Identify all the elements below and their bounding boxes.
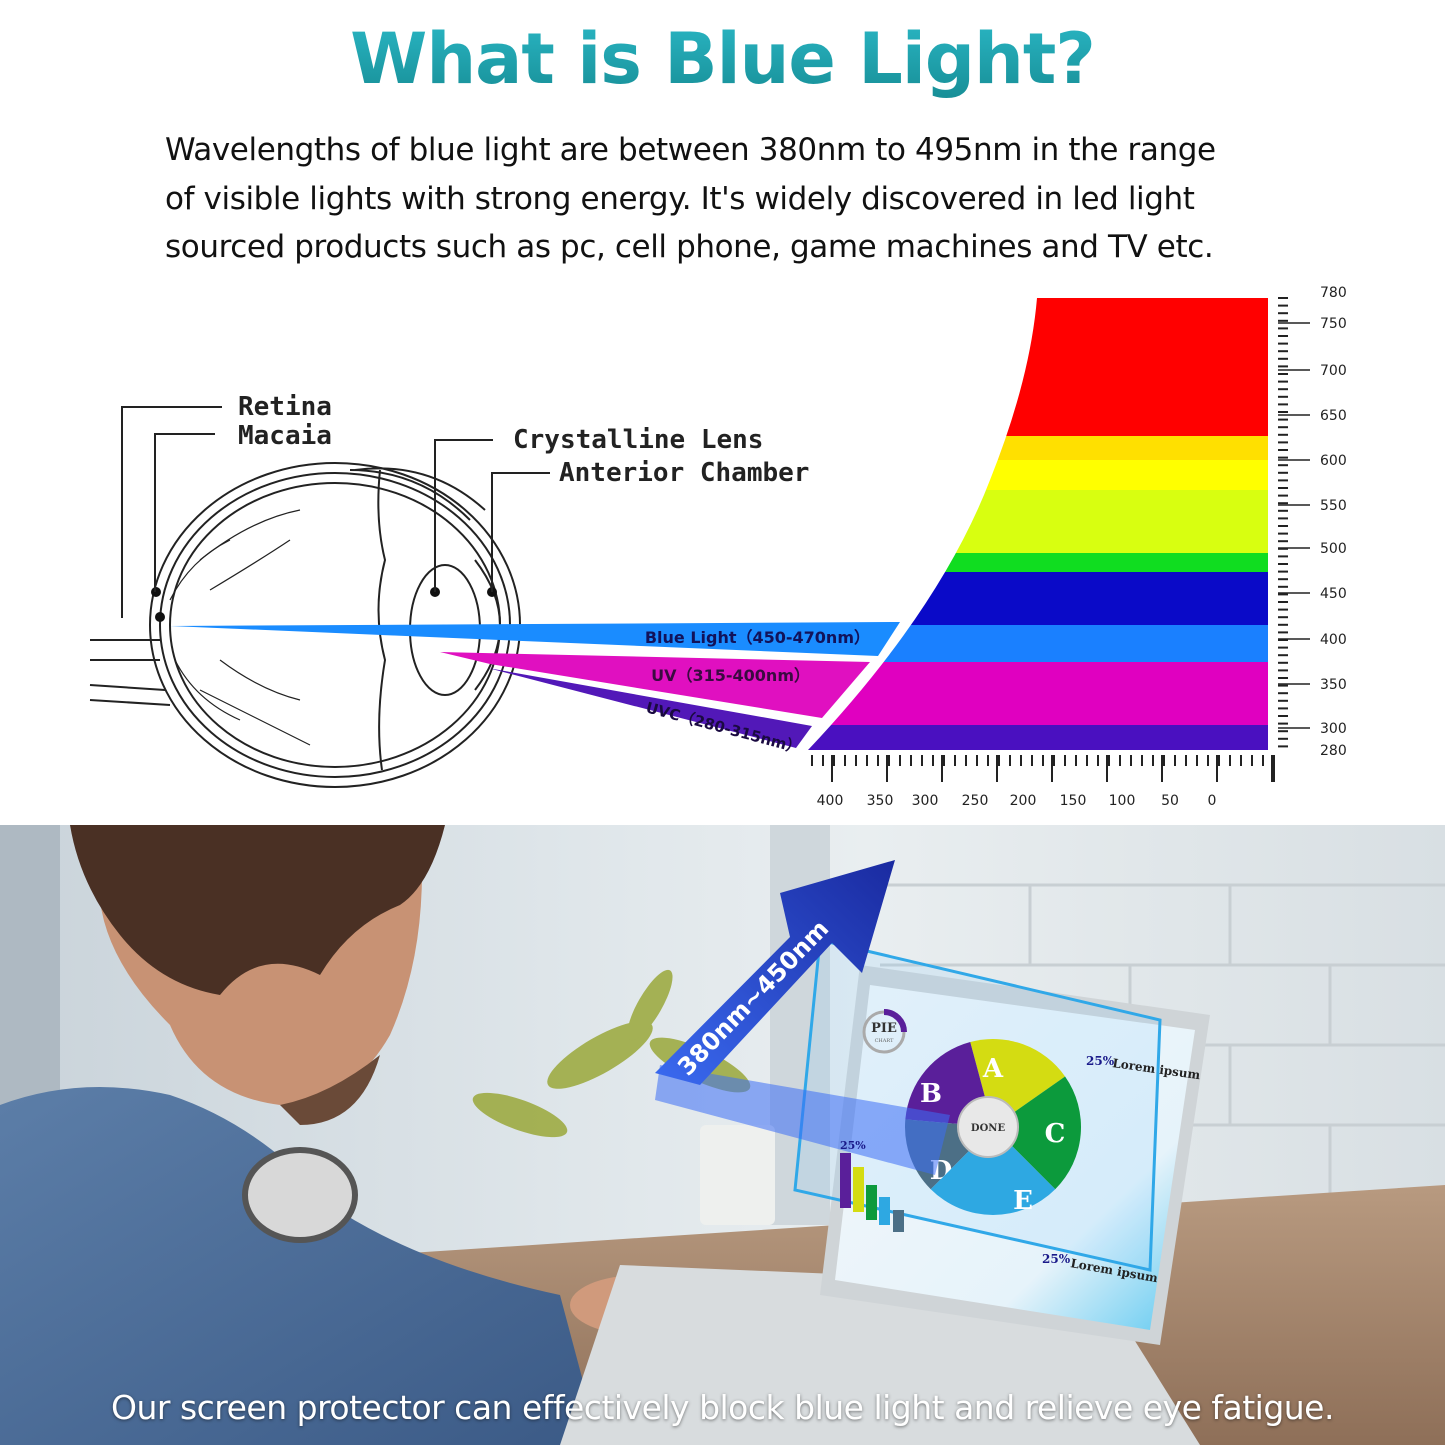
blue-light-label: Blue Light（450-470nm）	[645, 628, 870, 647]
pie-slice-label: E	[1013, 1186, 1033, 1216]
bar	[866, 1185, 877, 1220]
axis-tick-label: 350	[867, 793, 894, 809]
callout-2-percent: 25%	[1042, 1252, 1071, 1266]
axis-tick-label: 550	[1320, 498, 1347, 514]
chamber-label: Anterior Chamber	[559, 458, 809, 488]
description-line: Wavelengths of blue light are between 38…	[165, 132, 1216, 168]
bar-percent: 25%	[840, 1139, 866, 1152]
bar	[840, 1153, 851, 1208]
pie-slice	[930, 1127, 1056, 1215]
uv-label: UV（315-400nm）	[651, 666, 810, 685]
description-line: of visible lights with strong energy. It…	[165, 180, 1195, 217]
spectrum-band	[808, 460, 1268, 490]
pie-logo: PIE	[871, 1021, 897, 1036]
description: Wavelengths of blue light are between 38…	[165, 126, 1295, 272]
macula-label: Macaia	[238, 421, 332, 451]
light-beam	[655, 1065, 950, 1175]
bottom-axis: 400 350 300 250 200 150 100 50 0	[811, 755, 1275, 809]
axis-tick-label: 50	[1161, 793, 1179, 809]
axis-tick-label: 350	[1320, 677, 1347, 693]
axis-tick-label: 0	[1208, 793, 1217, 809]
axis-tick-label: 450	[1320, 586, 1347, 602]
uvc-beam	[488, 668, 812, 748]
wavelength-arrow	[655, 860, 895, 1085]
pie-logo-sub: CHART	[875, 1038, 894, 1044]
axis-tick-label: 200	[1010, 793, 1037, 809]
axis-tick-label: 780	[1320, 285, 1347, 301]
blue-light-beam	[170, 622, 900, 656]
eye-spectrum-diagram: Retina Macaia Crystalline Lens Anterior …	[89, 285, 1347, 809]
pie-slice-label: C	[1045, 1119, 1066, 1149]
retina-label: Retina	[238, 392, 332, 422]
axis-tick-label: 400	[1320, 632, 1347, 648]
bar	[853, 1167, 864, 1212]
done-label: DONE	[971, 1123, 1006, 1134]
axis-tick-label: 700	[1320, 363, 1347, 379]
axis-tick-label: 300	[912, 793, 939, 809]
spectrum-band	[808, 553, 1268, 572]
macula-dot	[155, 612, 165, 622]
bar	[893, 1210, 904, 1232]
axis-tick-label: 400	[817, 793, 844, 809]
axis-tick-label: 500	[1320, 541, 1347, 557]
axis-tick-label: 650	[1320, 408, 1347, 424]
pie-slice-label: B	[920, 1079, 942, 1109]
spectrum-band	[808, 436, 1268, 460]
pie-slice-label: A	[982, 1054, 1004, 1084]
person-shirt	[0, 1087, 600, 1445]
callout-1-percent: 25%	[1086, 1054, 1115, 1068]
uv-beam	[440, 652, 870, 718]
pie-slice	[993, 1076, 1081, 1190]
lens-label: Crystalline Lens	[513, 425, 763, 455]
label-leader-lines	[121, 406, 550, 618]
axis-tick-label: 100	[1109, 793, 1136, 809]
bar-chart	[840, 1153, 904, 1232]
spectrum-band	[808, 662, 1268, 725]
spectrum-band	[808, 572, 1268, 625]
axis-tick-label: 750	[1320, 316, 1347, 332]
spectrum-band	[808, 725, 1268, 750]
wavelength-axis: 780 750 700 650 600 550 500 450 400 350 300 280	[1278, 285, 1347, 759]
axis-tick-label: 600	[1320, 453, 1347, 469]
axis-tick-label: 280	[1320, 743, 1347, 759]
spectrum-band	[808, 490, 1268, 553]
axis-tick-label: 150	[1060, 793, 1087, 809]
bar	[879, 1197, 890, 1225]
axis-tick-label: 300	[1320, 721, 1347, 737]
page-title: What is Blue Light?	[0, 18, 1445, 100]
spectrum-bands	[808, 298, 1268, 750]
axis-tick-label: 250	[962, 793, 989, 809]
done-button	[957, 1096, 1019, 1158]
spectrum-band	[808, 298, 1268, 436]
caption: Our screen protector can effectively blo…	[111, 1388, 1334, 1427]
description-line: sourced products such as pc, cell phone,…	[165, 229, 1214, 265]
